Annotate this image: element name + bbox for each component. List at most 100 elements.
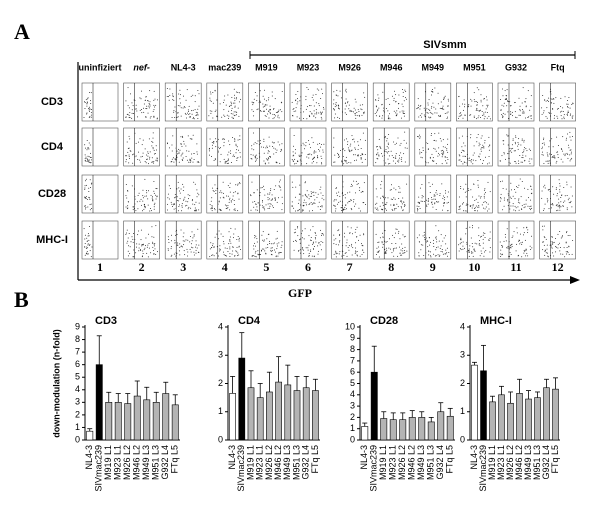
dot bbox=[222, 251, 224, 253]
dot bbox=[565, 137, 567, 139]
dot bbox=[363, 113, 365, 115]
dot bbox=[228, 199, 230, 201]
dot bbox=[387, 152, 389, 154]
dot bbox=[445, 253, 447, 255]
dot bbox=[333, 91, 335, 93]
dot bbox=[358, 111, 360, 113]
dot bbox=[447, 116, 449, 118]
dot bbox=[362, 245, 364, 247]
dot bbox=[173, 161, 175, 163]
dot bbox=[443, 108, 445, 110]
dot bbox=[549, 160, 551, 162]
dot-plot bbox=[206, 127, 244, 167]
dot bbox=[379, 115, 381, 117]
dot bbox=[269, 203, 271, 205]
y-tick-label: 5 bbox=[75, 372, 80, 382]
x-tick-label: M926 L2 bbox=[264, 445, 274, 480]
dot bbox=[468, 248, 470, 250]
dot bbox=[353, 138, 355, 140]
dot bbox=[227, 94, 229, 96]
dot bbox=[551, 247, 553, 249]
dot bbox=[569, 149, 571, 151]
dot-plot bbox=[248, 220, 285, 260]
dot bbox=[439, 254, 441, 256]
dot bbox=[302, 195, 304, 197]
dot bbox=[250, 195, 252, 197]
dot bbox=[173, 203, 175, 205]
dot bbox=[503, 151, 505, 153]
dot-plot bbox=[331, 127, 368, 167]
dot bbox=[276, 230, 278, 232]
dot bbox=[504, 99, 506, 101]
dot bbox=[568, 147, 570, 149]
dot bbox=[276, 243, 278, 245]
dot bbox=[220, 209, 222, 211]
dot bbox=[399, 111, 401, 113]
dot bbox=[375, 146, 377, 148]
dot bbox=[259, 253, 261, 255]
dot bbox=[182, 135, 184, 137]
dot bbox=[500, 193, 502, 195]
dot bbox=[229, 197, 231, 199]
dot bbox=[501, 88, 503, 90]
dot bbox=[559, 209, 561, 211]
dot bbox=[339, 90, 341, 92]
dot bbox=[543, 142, 545, 144]
dot bbox=[347, 247, 349, 249]
dot bbox=[234, 208, 236, 210]
dot bbox=[191, 153, 193, 155]
dot bbox=[232, 246, 234, 248]
lane-number: 6 bbox=[305, 260, 311, 274]
dot bbox=[523, 141, 525, 143]
dot bbox=[559, 205, 561, 207]
dot bbox=[320, 249, 322, 251]
dot bbox=[501, 246, 503, 248]
dot bbox=[90, 159, 92, 161]
dot bbox=[194, 204, 196, 206]
dot bbox=[479, 255, 481, 257]
dot bbox=[143, 107, 145, 109]
dot bbox=[298, 154, 300, 156]
dot bbox=[314, 238, 316, 240]
dot bbox=[478, 205, 480, 207]
dot bbox=[473, 183, 475, 185]
dot bbox=[429, 255, 431, 257]
dot bbox=[303, 238, 305, 240]
dot bbox=[571, 135, 573, 137]
dot bbox=[342, 155, 344, 157]
dot bbox=[354, 113, 356, 115]
dot bbox=[173, 208, 175, 210]
dot bbox=[568, 202, 570, 204]
dot bbox=[504, 236, 506, 238]
dot bbox=[178, 200, 180, 202]
dot bbox=[570, 153, 572, 155]
dot bbox=[85, 196, 87, 198]
dot bbox=[128, 114, 130, 116]
dot bbox=[279, 109, 281, 111]
dot bbox=[391, 252, 393, 254]
dot bbox=[430, 135, 432, 137]
dot bbox=[126, 242, 128, 244]
dot bbox=[442, 202, 444, 204]
dot bbox=[191, 199, 193, 201]
dot bbox=[531, 207, 533, 209]
dot bbox=[404, 161, 406, 163]
dot bbox=[391, 95, 393, 97]
dot bbox=[180, 115, 182, 117]
dot bbox=[448, 100, 450, 102]
dot bbox=[191, 113, 193, 115]
dot bbox=[146, 108, 148, 110]
bar bbox=[171, 404, 179, 441]
dot bbox=[185, 114, 187, 116]
dot bbox=[153, 236, 155, 238]
dot bbox=[84, 187, 86, 189]
dot bbox=[382, 208, 384, 210]
dot bbox=[215, 192, 217, 194]
dot-plot bbox=[164, 174, 202, 214]
dot bbox=[557, 244, 559, 246]
dot bbox=[350, 162, 352, 164]
dot bbox=[379, 146, 381, 148]
dot bbox=[88, 109, 90, 111]
dot bbox=[209, 99, 211, 101]
dot bbox=[425, 142, 427, 144]
